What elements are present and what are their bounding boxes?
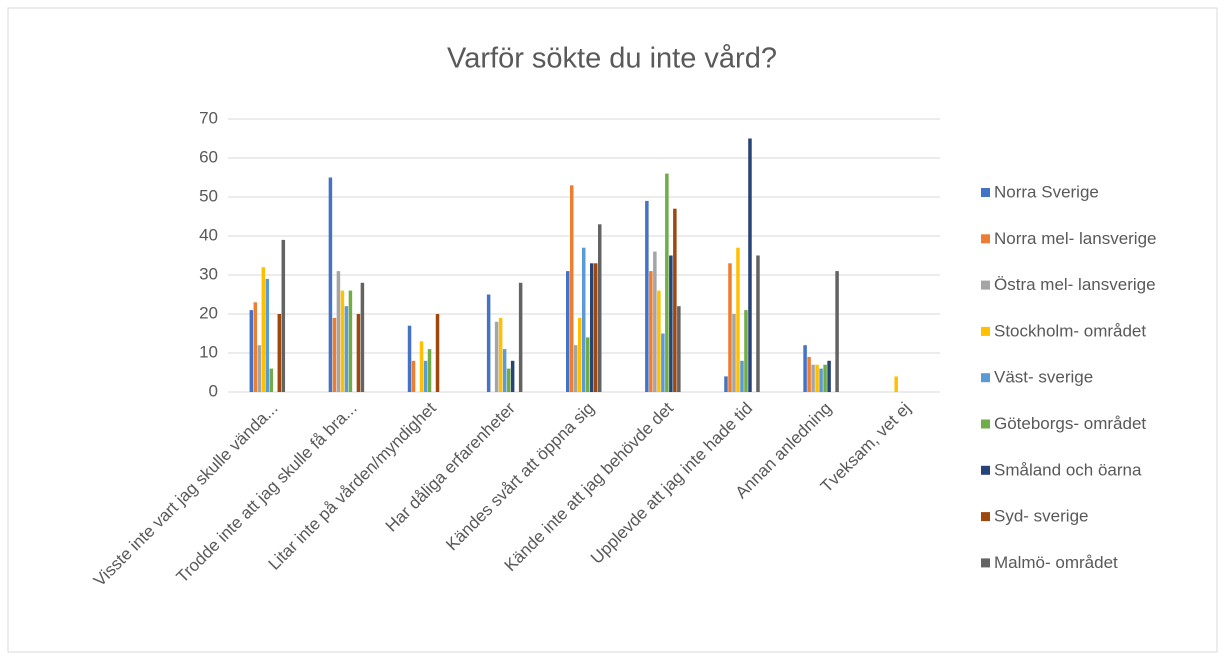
legend-swatch [981,234,990,243]
legend-swatch [981,188,990,197]
bar [337,271,341,392]
bar [420,341,424,392]
bar [756,256,760,393]
legend-label: Norra Sverige [994,182,1099,201]
bar [657,291,661,392]
bar [582,248,586,392]
bar [823,365,827,392]
y-tick-label: 60 [199,147,218,166]
legend-label: Väst- sverige [994,368,1093,387]
bar [645,201,649,392]
bar [250,310,254,392]
bar [744,310,748,392]
bar [661,334,665,393]
bar [835,271,839,392]
legend-swatch [981,281,990,290]
bar [677,306,681,392]
bar [262,267,266,392]
bar [503,349,507,392]
bar [333,318,337,392]
y-tick-label: 20 [199,303,218,322]
bar [258,345,262,392]
bar [329,178,333,393]
bar [511,361,515,392]
y-tick-label: 30 [199,264,218,283]
bar [586,337,590,392]
bar [566,271,570,392]
bar [574,345,578,392]
bar [594,263,598,392]
chart-title: Varför sökte du inte vård? [447,43,777,75]
bar [815,365,819,392]
legend-swatch [981,512,990,521]
bar [278,314,282,392]
legend-label: Norra mel- lansverige [994,229,1157,248]
legend-swatch [981,420,990,429]
bar [819,369,823,392]
bar [254,302,257,392]
bar [665,174,669,392]
bar [499,318,503,392]
bar [811,365,815,392]
bar [266,279,270,392]
bar [748,139,752,393]
bar [736,248,740,392]
bar [653,252,657,392]
bar [728,263,732,392]
legend-swatch [981,466,990,475]
bar [807,357,811,392]
bar [412,361,416,392]
bar [357,314,361,392]
bar [436,314,440,392]
legend-label: Stockholm- området [994,321,1146,340]
bar [282,240,286,392]
bar [424,361,428,392]
bar [724,376,728,392]
bar [519,283,523,392]
y-tick-label: 70 [199,108,218,127]
bar [345,306,349,392]
bar [408,326,412,392]
bar [669,256,673,393]
bar [341,291,345,392]
bar [270,369,274,392]
legend-swatch [981,558,990,567]
bar [827,361,831,392]
bar [894,376,898,392]
legend-swatch [981,327,990,336]
bar [590,263,594,392]
legend-label: Småland och öarna [994,460,1142,479]
y-tick-label: 50 [199,186,218,205]
bar [507,369,511,392]
bar [428,349,432,392]
bar [349,291,353,392]
bar [570,185,574,392]
legend-swatch [981,373,990,382]
bar [732,314,736,392]
y-tick-label: 40 [199,225,218,244]
bar [578,318,582,392]
legend-label: Göteborgs- området [994,414,1146,433]
legend-label: Östra mel- lansverige [994,275,1156,294]
bar [740,361,744,392]
bar [803,345,807,392]
bar [487,295,491,393]
y-tick-label: 0 [209,381,218,400]
y-tick-label: 10 [199,342,218,361]
legend-label: Malmö- området [994,553,1118,572]
bar [649,271,653,392]
legend-label: Syd- sverige [994,507,1088,526]
bar [673,209,677,392]
bar [495,322,499,392]
bar [361,283,365,392]
bar [598,224,602,392]
